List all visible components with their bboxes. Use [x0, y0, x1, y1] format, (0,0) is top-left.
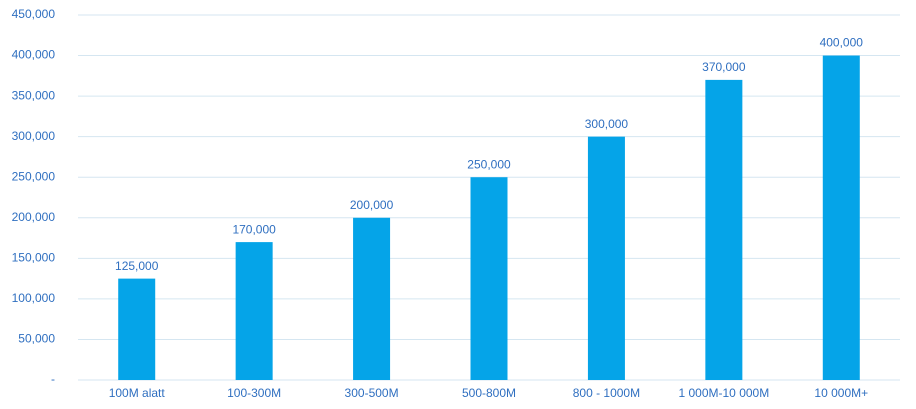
x-tick-label: 1 000M-10 000M: [678, 386, 769, 400]
y-tick-label: 200,000: [12, 210, 56, 224]
y-tick-label: 450,000: [12, 7, 56, 21]
value-label: 300,000: [585, 117, 629, 131]
value-label: 250,000: [467, 157, 511, 171]
value-label: 200,000: [350, 198, 394, 212]
y-tick-label: -: [51, 372, 55, 386]
x-tick-label: 10 000M+: [814, 386, 868, 400]
y-tick-label: 400,000: [12, 48, 56, 62]
value-label: 370,000: [702, 60, 746, 74]
y-tick-label: 150,000: [12, 251, 56, 265]
y-tick-label: 350,000: [12, 88, 56, 102]
x-tick-label: 100M alatt: [109, 386, 166, 400]
y-tick-label: 250,000: [12, 169, 56, 183]
y-tick-label: 100,000: [12, 291, 56, 305]
bar: [587, 136, 625, 380]
bar: [705, 79, 743, 380]
x-tick-label: 300-500M: [345, 386, 399, 400]
value-label: 400,000: [820, 36, 864, 50]
bar: [235, 242, 273, 380]
bar: [470, 177, 508, 380]
value-label: 170,000: [232, 222, 276, 236]
x-tick-label: 100-300M: [227, 386, 281, 400]
bar: [118, 278, 156, 380]
y-tick-label: 300,000: [12, 129, 56, 143]
value-label: 125,000: [115, 259, 159, 273]
y-tick-label: 50,000: [18, 332, 55, 346]
x-tick-label: 500-800M: [462, 386, 516, 400]
bar: [822, 55, 860, 381]
x-tick-label: 800 - 1000M: [573, 386, 640, 400]
bar: [353, 217, 391, 380]
